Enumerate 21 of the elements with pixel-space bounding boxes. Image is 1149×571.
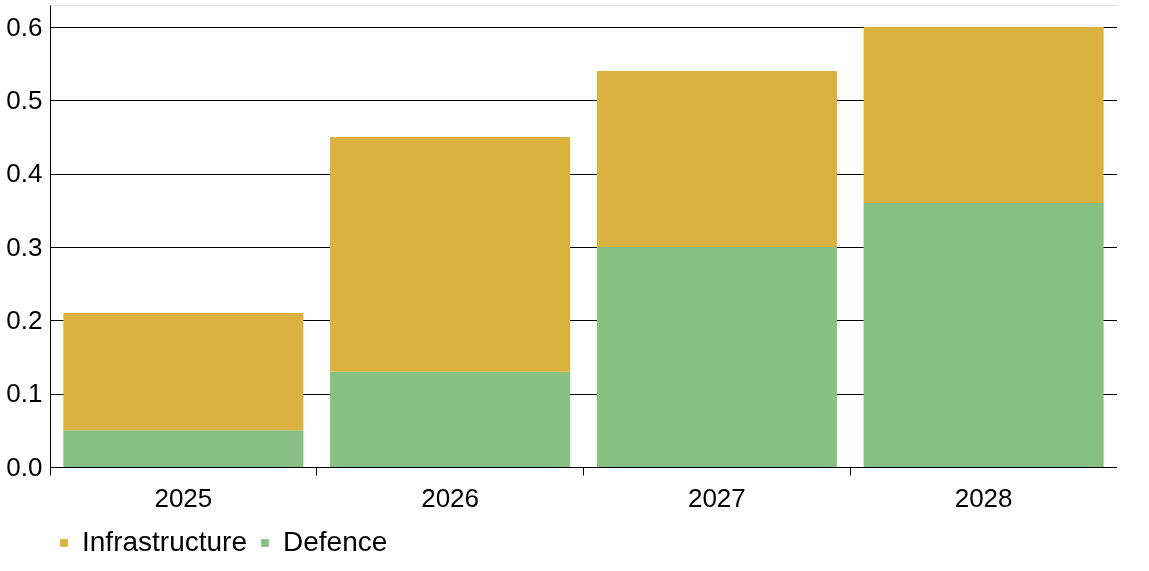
bar [63,430,304,467]
x-tick-label: 2026 [421,482,480,513]
bar [596,247,837,467]
y-tick-label: 0.2 [6,304,43,335]
x-tick-label: 2028 [954,482,1013,513]
bar [596,71,837,247]
y-tick-label: 0.5 [6,84,43,115]
y-tick-label: 0.0 [6,451,43,482]
x-tick-label: 2027 [687,482,746,513]
bar [330,371,571,467]
bar [330,137,571,372]
legend-label: Defence [283,526,388,557]
y-tick-label: 0.6 [6,11,43,42]
bar [863,203,1104,467]
legend-label: Infrastructure [82,526,247,557]
y-tick-label: 0.3 [6,231,43,262]
bar [863,27,1104,203]
bar [63,313,304,431]
y-tick-label: 0.1 [6,378,43,409]
x-tick-label: 2025 [154,482,213,513]
y-tick-label: 0.4 [6,158,43,189]
